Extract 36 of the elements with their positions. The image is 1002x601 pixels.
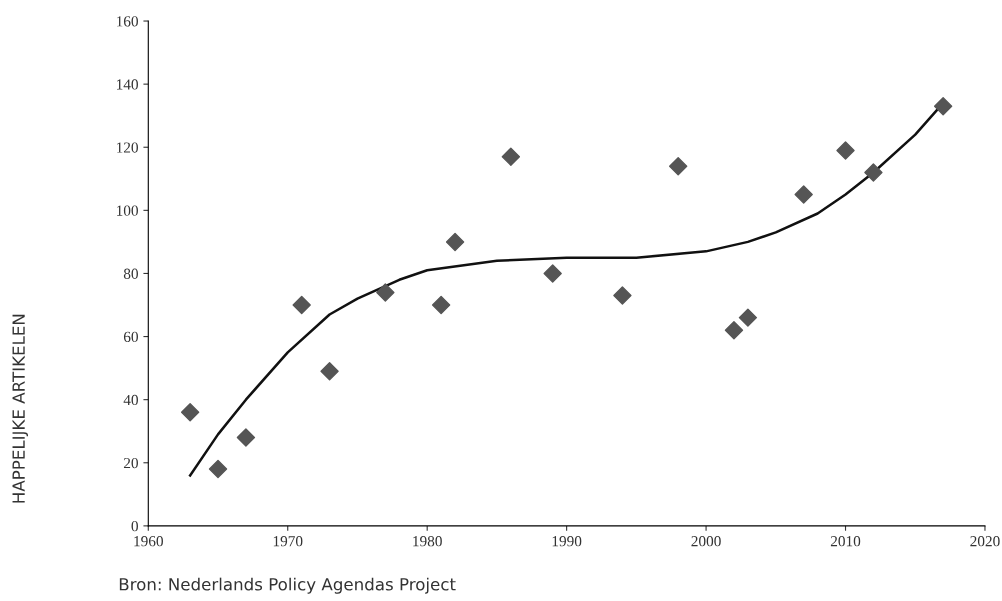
y-tick-label: 160 [117, 16, 138, 27]
y-tick-label: 100 [117, 205, 138, 216]
point [431, 295, 451, 315]
x-tick-label: 2000 [691, 536, 721, 547]
point [794, 185, 813, 204]
point [738, 308, 758, 327]
y-tick-label: 40 [123, 394, 138, 406]
y-tick-label: 0 [131, 521, 138, 532]
point [320, 362, 339, 381]
point [836, 141, 855, 160]
point [613, 286, 632, 305]
point [501, 147, 521, 166]
x-tick-label: 2020 [970, 536, 1000, 547]
point [445, 232, 465, 252]
point [543, 264, 562, 283]
x-tick-label: 1990 [552, 536, 582, 547]
y-tick-label: 20 [123, 457, 138, 469]
point [208, 459, 228, 479]
text: Bron: Nederlands Policy Agendas Project [119, 577, 456, 594]
point [180, 403, 200, 422]
x-tick-label: 1980 [413, 536, 442, 547]
point [376, 283, 395, 302]
point [724, 321, 744, 340]
point [864, 163, 883, 182]
text: HAPPELIJKE ARTIKELEN [12, 314, 29, 503]
x-tick-label: 1960 [134, 536, 163, 547]
y-tick-label: 140 [117, 79, 138, 90]
y-tick-label: 120 [117, 142, 138, 153]
point [933, 97, 953, 116]
x-tick-label: 1970 [273, 536, 303, 547]
point [236, 428, 256, 447]
y-tick-label: 60 [123, 331, 138, 343]
point [292, 295, 311, 315]
point [668, 156, 688, 176]
y-tick-label: 80 [123, 268, 138, 279]
x-tick-label: 2010 [830, 536, 861, 547]
